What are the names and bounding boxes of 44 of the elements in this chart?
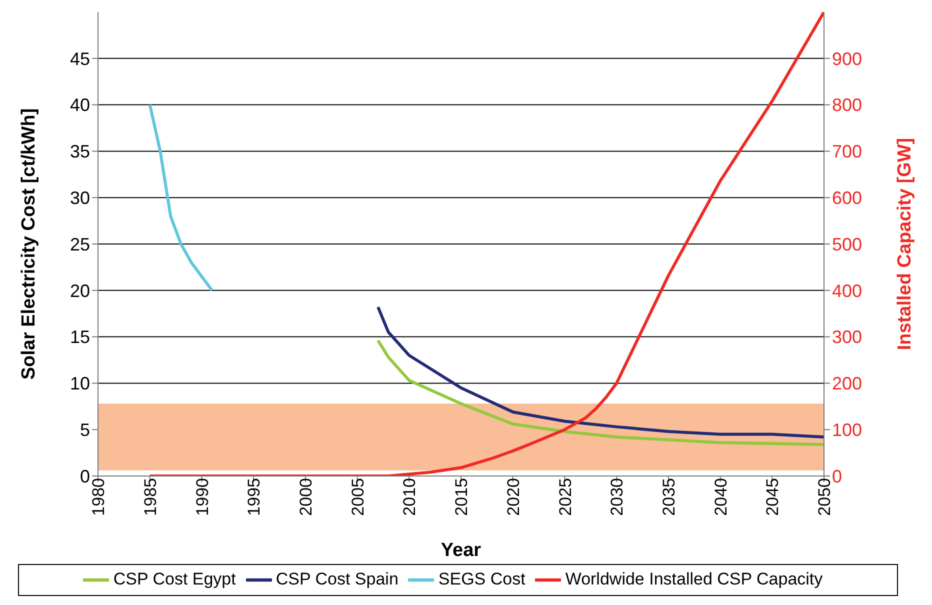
x-tick-label: 2015 — [452, 478, 472, 516]
y2-tick-label: 900 — [832, 48, 862, 69]
line-series — [148, 103, 214, 292]
legend-label: CSP Cost Spain — [276, 569, 398, 588]
y-tick-label: 35 — [70, 142, 90, 162]
x-tick-label: 2045 — [763, 478, 782, 516]
y-tick-label: 20 — [70, 280, 90, 301]
line-series — [376, 306, 824, 439]
x-tick-label: 1990 — [192, 478, 212, 516]
legend-label: CSP Cost Egypt — [113, 569, 236, 588]
y2-tick-label: 500 — [832, 234, 862, 254]
x-tick-label: 2010 — [400, 478, 420, 516]
y-tick-label: 10 — [70, 374, 90, 394]
y2-tick-label: 400 — [832, 280, 862, 301]
legend-label: SEGS Cost — [438, 569, 526, 588]
y2-tick-label: 300 — [832, 327, 862, 348]
x-tick-label: 2030 — [608, 478, 627, 516]
y2-tick-label: 100 — [832, 420, 862, 440]
y-tick-label: 40 — [70, 95, 90, 116]
y2-tick-label: 800 — [832, 95, 862, 116]
x-tick-label: 2005 — [348, 478, 368, 516]
x-tick-label: 2000 — [296, 478, 316, 516]
y-tick-label: 15 — [70, 327, 90, 348]
x-tick-label: 2025 — [556, 478, 575, 516]
x-tick-label: 2040 — [711, 478, 730, 516]
y-tick-label: 30 — [70, 188, 90, 208]
x-tick-label: 2020 — [504, 478, 523, 516]
x-tick-label: 1995 — [244, 478, 264, 516]
x-axis-title: Year — [440, 540, 482, 561]
y-tick-label: 25 — [70, 234, 90, 254]
y2-tick-label: 200 — [832, 374, 862, 394]
y-tick-label: 45 — [70, 48, 90, 69]
y-tick-label: 0 — [80, 466, 90, 486]
y2-tick-label: 0 — [832, 466, 842, 486]
x-tick-label: 1985 — [140, 478, 160, 516]
y-tick-label: 5 — [80, 420, 90, 440]
legend-label: Worldwide Installed CSP Capacity — [565, 569, 823, 588]
y2-tick-label: 600 — [832, 188, 862, 208]
x-tick-label: 1980 — [89, 478, 108, 516]
y2-axis-title: Installed Capacity [GW] — [894, 138, 916, 350]
y2-tick-label: 700 — [832, 142, 862, 162]
y-axis-title: Solar Electricity Cost [ct/kWh] — [18, 108, 40, 380]
line-series — [376, 339, 824, 446]
x-tick-label: 2035 — [660, 478, 678, 516]
